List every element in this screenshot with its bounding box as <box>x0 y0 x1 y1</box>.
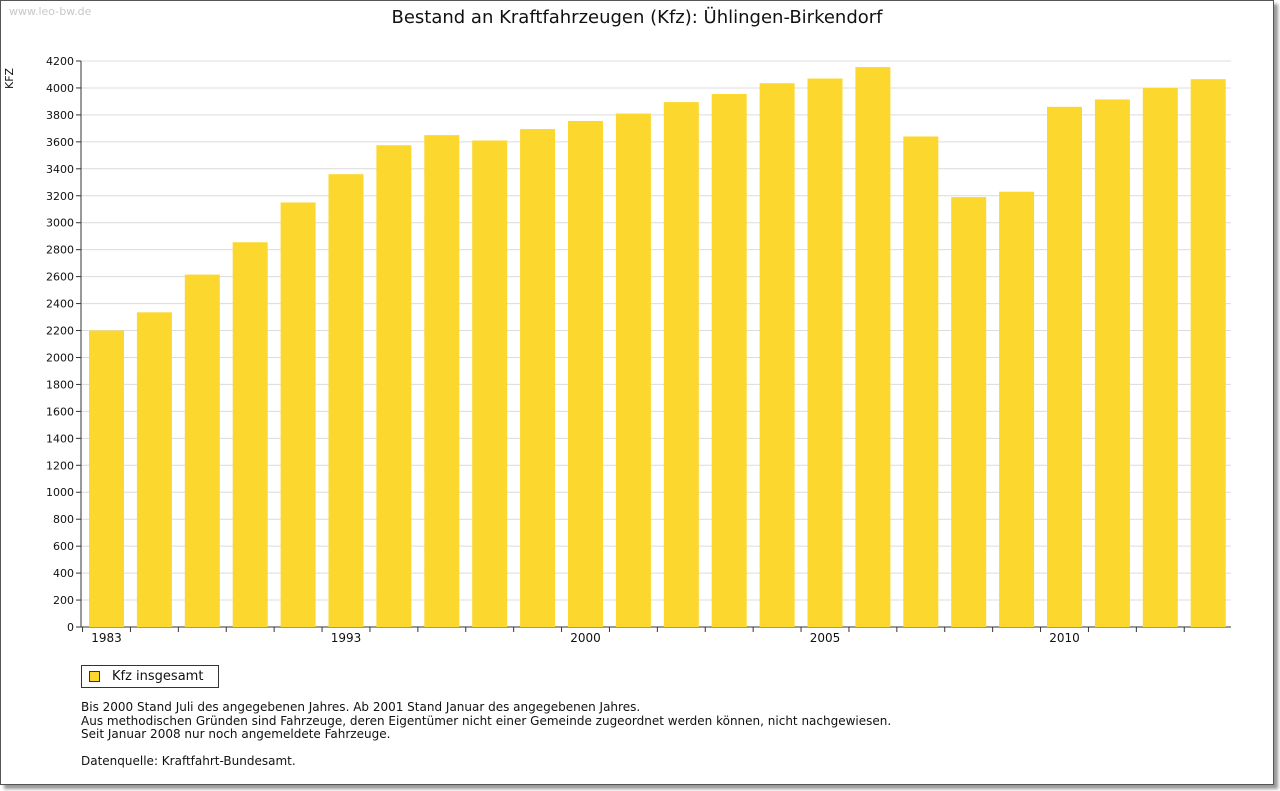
bar <box>999 191 1035 627</box>
footnote: Seit Januar 2008 nur noch angemeldete Fa… <box>81 727 391 741</box>
y-tick-label: 200 <box>53 594 74 607</box>
bar <box>1047 106 1082 628</box>
y-tick-label: 800 <box>53 513 74 526</box>
y-tick-label: 1000 <box>46 486 74 499</box>
bar <box>328 174 364 627</box>
y-tick-label: 0 <box>67 621 74 634</box>
bar <box>520 129 556 628</box>
y-tick-label: 2600 <box>46 271 74 284</box>
legend: Kfz insgesamt <box>81 665 219 688</box>
y-tick-label: 1600 <box>46 405 74 418</box>
y-tick-label: 400 <box>53 567 74 580</box>
y-tick-label: 2800 <box>46 244 74 257</box>
bar <box>807 78 843 628</box>
legend-swatch <box>89 671 100 682</box>
y-tick-label: 3400 <box>46 163 74 176</box>
bar <box>663 102 699 628</box>
y-tick-label: 2400 <box>46 298 74 311</box>
footnote: Bis 2000 Stand Juli des angegebenen Jahr… <box>81 700 641 714</box>
bar <box>568 120 603 627</box>
bar <box>376 145 412 627</box>
y-tick-label: 1400 <box>46 432 74 445</box>
bar <box>184 274 220 627</box>
y-tick-label: 2000 <box>46 351 74 364</box>
bar <box>89 330 124 627</box>
y-tick-label: 4000 <box>46 82 74 95</box>
x-tick-label: 2010 <box>1049 631 1080 645</box>
y-tick-label: 1200 <box>46 459 74 472</box>
y-tick-label: 2200 <box>46 325 74 338</box>
bar <box>1142 87 1178 627</box>
chart-title: Bestand an Kraftfahrzeugen (Kfz): Ühling… <box>391 7 883 28</box>
y-tick-label: 3800 <box>46 109 74 122</box>
bar <box>424 135 460 627</box>
bar <box>232 242 268 627</box>
bar <box>1094 99 1130 627</box>
y-tick-label: 1800 <box>46 378 74 391</box>
bar <box>855 67 891 628</box>
footnote: Aus methodischen Gründen sind Fahrzeuge,… <box>81 713 892 728</box>
y-tick-label: 3200 <box>46 190 74 203</box>
bar <box>472 140 508 627</box>
x-tick-label: 2000 <box>570 631 601 645</box>
bar <box>903 136 939 627</box>
footnotes: Bis 2000 Stand Juli des angegebenen Jahr… <box>81 700 892 742</box>
bar-chart: 0 200 400 600 800 1000 1200 1400 1600 1800 2000 220… <box>46 55 1231 645</box>
y-tick-label: 600 <box>53 540 74 553</box>
bar <box>136 312 172 627</box>
bar <box>759 83 795 627</box>
y-tick-label: 4200 <box>46 55 74 68</box>
legend-label: Kfz insgesamt <box>112 669 204 684</box>
watermark: www.leo-bw.de <box>9 5 92 18</box>
x-tick-label: 1993 <box>331 631 362 645</box>
data-source: Datenquelle: Kraftfahrt-Bundesamt. <box>81 754 296 768</box>
bar <box>951 197 987 627</box>
bar <box>615 113 651 628</box>
bar <box>280 202 316 627</box>
y-tick-label: 3000 <box>46 217 74 230</box>
x-tick-label: 1983 <box>91 631 122 645</box>
y-tick-label: 3600 <box>46 136 74 149</box>
bar <box>711 94 747 628</box>
x-tick-label: 2005 <box>810 631 841 645</box>
bar <box>1190 79 1226 627</box>
